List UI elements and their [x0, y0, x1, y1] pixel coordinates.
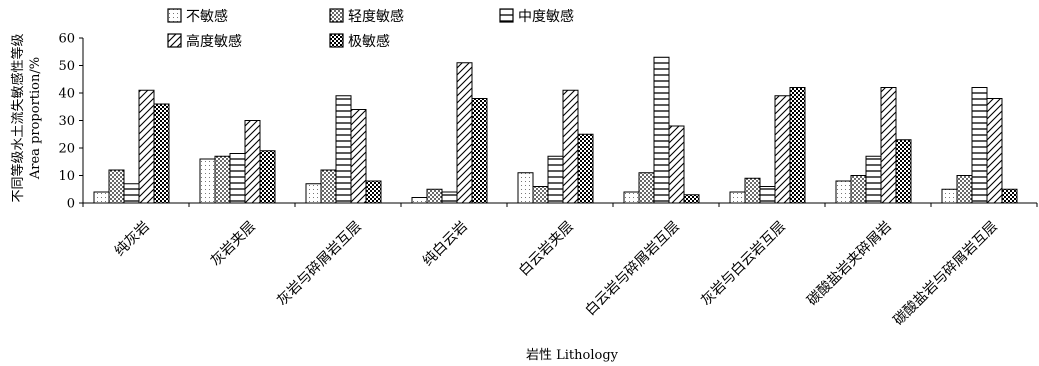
bar: [517, 172, 534, 204]
bar: [411, 197, 428, 204]
bar: [471, 98, 488, 204]
bar: [153, 103, 170, 204]
bar: [880, 87, 897, 204]
legend-label: 极敏感: [348, 33, 390, 50]
bar: [653, 56, 670, 204]
legend-label: 轻度敏感: [348, 8, 404, 25]
legend-item: 不敏感: [167, 8, 228, 25]
bar: [547, 155, 564, 204]
legend-item: 极敏感: [329, 33, 390, 50]
bar: [956, 175, 973, 204]
y-axis-title-zh: 不同等级水土流失敏感性等级: [10, 33, 26, 202]
bar: [971, 87, 988, 204]
bar: [138, 89, 155, 204]
y-tick-label: 10: [58, 169, 75, 184]
bar: [199, 158, 216, 204]
category-label: 碳酸盐岩与碎屑岩互层: [891, 219, 1001, 329]
legend-swatch: [167, 8, 182, 23]
legend-swatch: [329, 33, 344, 48]
legend-swatch: [329, 8, 344, 23]
category-labels: 纯灰岩 灰岩夹层 灰岩与碎屑岩互层 纯白云岩 白云岩夹层 白云岩与碎屑岩互层 灰岩与白云岩互…: [112, 219, 1001, 329]
legend-item: 中度敏感: [499, 8, 574, 25]
bar: [865, 155, 882, 204]
category-label: 白云岩与碎屑岩互层: [582, 219, 682, 319]
category-label: 灰岩与白云岩互层: [698, 219, 789, 310]
bar: [441, 191, 458, 204]
category-label: 灰岩与碎屑岩互层: [274, 219, 365, 310]
bars: [93, 56, 1018, 204]
bar: [1001, 188, 1018, 204]
bar: [320, 169, 337, 204]
category-label: 纯白云岩: [420, 219, 471, 270]
bar: [850, 175, 867, 204]
bar: [835, 180, 852, 204]
bar: [365, 180, 382, 204]
y-tick-label: 20: [58, 142, 75, 157]
bar: [986, 98, 1003, 204]
bar: [562, 89, 579, 204]
bar: [683, 194, 700, 204]
bar: [305, 183, 322, 204]
bar: [244, 120, 261, 204]
y-tick-label: 30: [58, 114, 75, 129]
bar: [259, 150, 276, 204]
y-axis-title-en: Area proportion/%: [28, 57, 43, 180]
legend-label: 中度敏感: [518, 8, 574, 25]
bar: [729, 191, 746, 204]
bar: [744, 177, 761, 204]
legend-label: 高度敏感: [186, 33, 242, 50]
category-label: 碳酸盐岩夹碎屑岩: [804, 219, 895, 310]
legend-swatch: [167, 33, 182, 48]
category-label: 纯灰岩: [112, 219, 153, 260]
y-tick-label: 40: [58, 87, 75, 102]
legend-item: 轻度敏感: [329, 8, 404, 25]
legend-swatch: [499, 8, 514, 23]
y-tick-label: 0: [67, 197, 75, 212]
bar: [93, 191, 110, 204]
x-axis-title: 岩性 Lithology: [526, 348, 619, 363]
bar: [108, 169, 125, 204]
legend-item: 高度敏感: [167, 33, 242, 50]
category-label: 白云岩夹层: [516, 219, 577, 280]
bar: [668, 125, 685, 204]
y-tick-label: 60: [58, 32, 75, 47]
bar: [123, 183, 140, 204]
bar: [456, 62, 473, 204]
bar: [229, 153, 246, 204]
bar: [774, 95, 791, 204]
legend-label: 不敏感: [186, 8, 228, 25]
bar: [623, 191, 640, 204]
bar: [426, 188, 443, 204]
bar: [789, 87, 806, 204]
bar: [350, 109, 367, 204]
bar: [214, 155, 231, 204]
bar: [577, 133, 594, 204]
category-label: 灰岩夹层: [208, 219, 259, 270]
bar: [532, 186, 549, 204]
bar: [638, 172, 655, 204]
bar: [895, 139, 912, 204]
bar: [941, 188, 958, 204]
bar: [759, 186, 776, 204]
bar: [335, 95, 352, 204]
y-tick-label: 50: [58, 59, 75, 74]
